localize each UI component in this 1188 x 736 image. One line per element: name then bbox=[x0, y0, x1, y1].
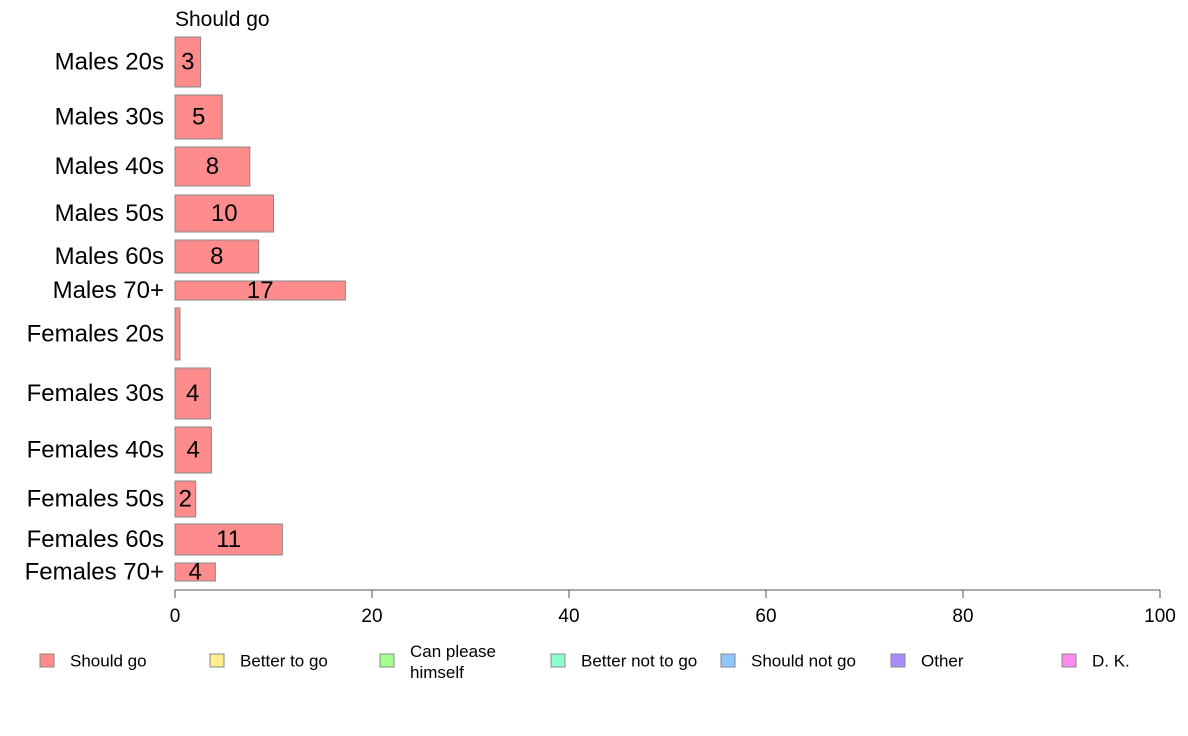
category-label: Males 20s bbox=[55, 49, 164, 76]
value-label: 4 bbox=[186, 380, 199, 407]
legend-label: D. K. bbox=[1092, 652, 1130, 671]
category-label: Females 70+ bbox=[25, 559, 164, 586]
category-label: Females 30s bbox=[27, 380, 164, 407]
legend-swatch bbox=[890, 653, 906, 668]
bar bbox=[174, 36, 202, 88]
category-label: Males 70+ bbox=[53, 277, 164, 304]
legend-swatch bbox=[720, 653, 736, 668]
bars-group: Males 20s 3 Males 30s 5 Males 40s 8 Males 50s 1… bbox=[25, 36, 346, 586]
bar bbox=[174, 426, 212, 474]
x-tick-label: 20 bbox=[361, 606, 382, 627]
legend-label: Should not go bbox=[751, 652, 856, 671]
x-tick-label: 100 bbox=[1144, 606, 1176, 627]
legend-label: Can please himself bbox=[410, 642, 496, 682]
value-label: 4 bbox=[187, 437, 200, 464]
category-label: Females 50s bbox=[27, 486, 164, 513]
x-tick-label: 40 bbox=[558, 606, 579, 627]
x-tick-label: 80 bbox=[952, 606, 973, 627]
category-label: Males 50s bbox=[55, 200, 164, 227]
legend-label: Better to go bbox=[240, 652, 328, 671]
bar bbox=[174, 562, 216, 582]
legend: Should go Better to go Can please himself Be… bbox=[39, 642, 1130, 682]
category-label: Males 60s bbox=[55, 243, 164, 270]
bar bbox=[174, 94, 223, 140]
bar bbox=[174, 239, 260, 274]
value-label: 2 bbox=[179, 486, 192, 513]
value-label: 8 bbox=[206, 153, 219, 180]
legend-swatch bbox=[550, 653, 566, 668]
category-label: Males 40s bbox=[55, 153, 164, 180]
legend-swatch bbox=[379, 653, 395, 668]
legend-swatch bbox=[1061, 653, 1077, 668]
value-label: 8 bbox=[210, 243, 223, 270]
category-label: Males 30s bbox=[55, 104, 164, 131]
legend-label: Better not to go bbox=[581, 652, 697, 671]
value-label: 17 bbox=[247, 277, 274, 304]
bar bbox=[174, 307, 181, 361]
bar bbox=[174, 367, 211, 420]
category-label: Females 60s bbox=[27, 526, 164, 553]
x-tick-label: 60 bbox=[755, 606, 776, 627]
legend-label: Other bbox=[921, 652, 964, 671]
category-label: Females 20s bbox=[27, 321, 164, 348]
legend-swatch bbox=[39, 653, 55, 668]
x-axis: 0 20 40 60 80 100 bbox=[170, 589, 1176, 627]
panel-title: Should go bbox=[175, 8, 270, 31]
legend-label: Should go bbox=[70, 652, 147, 671]
legend-swatch bbox=[209, 653, 225, 668]
value-label: 5 bbox=[192, 104, 205, 131]
bar bbox=[174, 523, 283, 556]
value-label: 4 bbox=[189, 559, 202, 586]
value-label: 3 bbox=[181, 49, 194, 76]
bar bbox=[174, 194, 274, 233]
x-tick-label: 0 bbox=[170, 606, 181, 627]
bar bbox=[174, 280, 346, 301]
bar bbox=[174, 146, 251, 187]
category-label: Females 40s bbox=[27, 437, 164, 464]
value-label: 10 bbox=[211, 200, 238, 227]
value-label: 11 bbox=[216, 526, 241, 553]
bar bbox=[174, 480, 197, 518]
